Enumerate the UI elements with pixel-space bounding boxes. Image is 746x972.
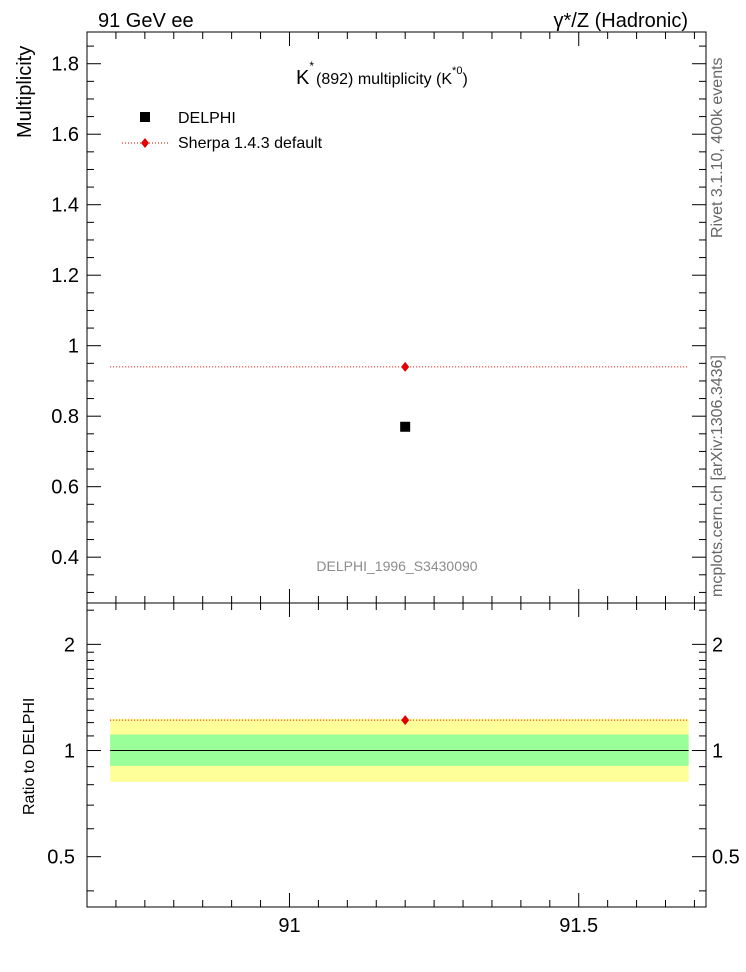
plot-title-main: K — [296, 67, 310, 89]
ratio-y-tick-label-right: 2 — [712, 634, 723, 656]
ratio-y-tick-label-right: 1 — [712, 741, 723, 763]
main-y-tick-label: 1.6 — [51, 124, 79, 146]
plot-title: K*(892) multiplicity (K*0) — [296, 59, 468, 89]
main-y-tick-label: 1 — [68, 336, 79, 358]
legend-mc-marker — [141, 138, 149, 148]
legend-data-marker — [140, 112, 150, 122]
ratio-plot-area: 91 91.5 0.5 0.5 1 1 2 2 — [47, 602, 740, 937]
ratio-plot-frame — [86, 602, 707, 908]
header-left-label: 91 GeV ee — [98, 10, 194, 32]
main-y-axis-title: Multiplicity — [14, 46, 36, 138]
main-y-tick-label: 1.8 — [51, 54, 79, 76]
legend-mc-label: Sherpa 1.4.3 default — [178, 135, 323, 152]
main-y-tick-label: 0.8 — [51, 406, 79, 428]
ratio-mc-point — [401, 715, 410, 726]
ratio-y-tick-label: 2 — [64, 634, 75, 656]
mcplots-side-label: mcplots.cern.ch [arXiv:1306.3436] — [709, 355, 726, 597]
ratio-y-tick-label: 1 — [64, 741, 75, 763]
mc-point — [401, 361, 410, 372]
main-y-tick-label: 0.6 — [51, 477, 79, 499]
plot-title-sup: *0 — [452, 65, 462, 77]
ratio-y-axis-title: Ratio to DELPHI — [21, 698, 38, 815]
main-y-tick-label: 0.4 — [51, 547, 79, 569]
analysis-watermark: DELPHI_1996_S3430090 — [316, 558, 477, 574]
main-y-tick-label: 1.4 — [51, 195, 79, 217]
plot-title-close: ) — [462, 71, 467, 88]
legend-data-label: DELPHI — [178, 110, 236, 127]
data-point — [400, 421, 411, 432]
legend: DELPHI Sherpa 1.4.3 default — [122, 110, 323, 152]
main-y-tick-label: 1.2 — [51, 265, 79, 287]
header-right-label: γ*/Z (Hadronic) — [554, 10, 688, 32]
x-tick-label: 91.5 — [559, 915, 598, 937]
plot-title-star: * — [309, 59, 314, 73]
ratio-y-tick-label-right: 0.5 — [712, 847, 740, 869]
ratio-y-tick-label: 0.5 — [47, 847, 75, 869]
rivet-side-label: Rivet 3.1.10, 400k events — [709, 57, 726, 238]
plot-title-rest: (892) multiplicity (K — [316, 71, 452, 88]
x-tick-label: 91 — [278, 915, 300, 937]
